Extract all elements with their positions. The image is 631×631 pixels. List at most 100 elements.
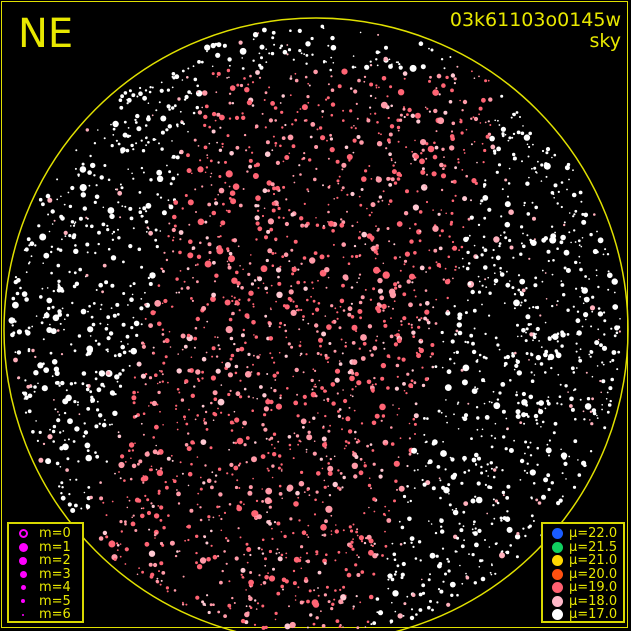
star: [454, 333, 457, 336]
star: [418, 210, 423, 214]
star: [556, 300, 559, 303]
star: [134, 442, 136, 445]
star: [355, 330, 358, 333]
star: [262, 393, 267, 398]
star: [300, 262, 303, 265]
star: [159, 583, 162, 586]
star: [234, 300, 239, 304]
star: [506, 270, 508, 273]
star: [288, 152, 291, 155]
star: [268, 321, 272, 326]
star: [162, 361, 166, 365]
star: [171, 227, 176, 233]
star: [511, 286, 515, 290]
star: [258, 63, 262, 67]
star: [327, 462, 331, 465]
star: [48, 230, 51, 233]
star: [358, 347, 361, 350]
star: [116, 549, 119, 551]
star: [364, 243, 367, 246]
star: [169, 346, 172, 348]
star: [485, 470, 488, 472]
star: [77, 401, 79, 404]
star: [523, 204, 526, 207]
star: [132, 514, 135, 517]
star: [233, 296, 236, 299]
star: [155, 532, 158, 535]
star: [167, 381, 169, 384]
star: [41, 202, 45, 207]
star: [277, 216, 281, 219]
star: [177, 388, 180, 390]
star: [390, 159, 393, 162]
star: [140, 166, 144, 170]
star: [298, 328, 301, 331]
star: [507, 182, 511, 185]
star: [410, 608, 414, 611]
star: [508, 209, 514, 215]
star: [545, 298, 548, 300]
star: [344, 345, 348, 348]
star: [119, 105, 124, 110]
star: [495, 255, 501, 261]
star: [310, 36, 314, 41]
star: [259, 44, 265, 50]
star: [351, 371, 355, 375]
star: [270, 284, 273, 287]
star: [517, 288, 521, 292]
star: [143, 343, 146, 345]
star: [563, 266, 567, 270]
star: [488, 291, 492, 295]
star: [220, 411, 223, 414]
star: [413, 469, 416, 472]
star: [157, 505, 160, 507]
star: [325, 585, 329, 589]
star: [517, 335, 519, 338]
star: [380, 419, 383, 422]
star: [142, 206, 147, 211]
star: [470, 289, 475, 295]
star: [195, 316, 200, 322]
star: [320, 524, 327, 531]
star: [501, 132, 505, 136]
star: [178, 250, 182, 255]
star: [261, 552, 265, 555]
star: [131, 516, 133, 519]
star: [456, 593, 459, 597]
star: [148, 550, 156, 557]
star: [163, 251, 166, 254]
star: [417, 325, 421, 329]
brightness-legend-label: μ=18.0: [569, 593, 618, 609]
star: [87, 486, 91, 489]
star: [86, 449, 90, 452]
star: [349, 109, 353, 113]
star: [223, 550, 226, 553]
star: [426, 417, 429, 420]
star: [538, 340, 540, 342]
star: [151, 114, 154, 117]
star: [99, 496, 104, 501]
star: [525, 331, 527, 334]
star: [381, 199, 384, 202]
star: [445, 212, 448, 215]
magnitude-legend-item: m=0: [15, 527, 82, 541]
star: [480, 576, 486, 582]
star: [491, 256, 494, 259]
star: [106, 350, 109, 353]
star: [84, 442, 91, 449]
star: [256, 209, 260, 212]
star: [122, 260, 125, 264]
star: [357, 556, 360, 559]
star: [343, 398, 348, 404]
star: [509, 245, 514, 250]
star: [340, 189, 343, 192]
star: [228, 92, 232, 96]
star: [438, 246, 443, 251]
star: [60, 353, 64, 356]
star: [418, 41, 424, 46]
star: [301, 530, 307, 535]
star: [574, 388, 577, 391]
star: [523, 201, 526, 205]
star: [141, 149, 146, 153]
star: [338, 408, 342, 411]
